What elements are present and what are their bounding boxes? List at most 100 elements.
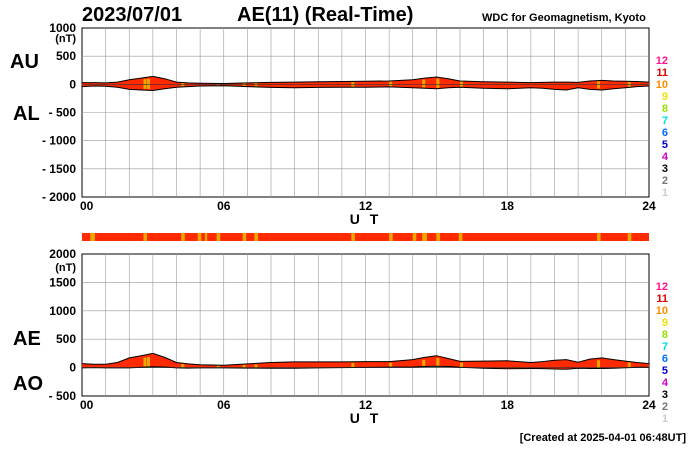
au-al-series-al-line (81, 85, 650, 92)
station-count-bar-segment (422, 233, 427, 241)
au-al-station-count-6: 6 (662, 127, 668, 139)
ae-ao-x-tick-label: 18 (501, 398, 515, 412)
ae-ao-x-tick-label: 24 (642, 398, 656, 412)
ae-ao-x-axis-label: U T (350, 410, 382, 426)
au-al-unit-label: (nT) (55, 33, 76, 45)
date-title: 2023/07/01 (82, 4, 183, 26)
au-al-x-tick-label: 24 (642, 199, 656, 213)
au-al-low-station-mark (389, 81, 393, 87)
ae-ao-y-tick-label: 0 (69, 361, 76, 375)
ae-ao-station-count-10: 10 (656, 305, 668, 317)
au-al-y-tick-label: 1000 (49, 21, 76, 35)
au-al-station-count-11: 11 (656, 67, 668, 79)
source-label: WDC for Geomagnetism, Kyoto (482, 12, 646, 24)
station-count-bar-segment (412, 233, 417, 241)
ae-ao-station-count-1: 1 (662, 413, 668, 425)
au-al-y-tick-label: - 500 (49, 106, 77, 120)
ae-ao-low-station-mark (254, 364, 258, 368)
au-al-x-tick-label: 00 (80, 199, 94, 213)
station-count-bar-segment (627, 233, 632, 241)
station-count-bar-segment (597, 233, 601, 241)
ae-ao-low-station-mark (597, 360, 601, 369)
ae-ao-y-tick-label: 500 (56, 332, 76, 346)
ae-label: AE (13, 328, 41, 350)
ae-ao-y-tick-label: 2000 (49, 247, 76, 261)
au-al-low-station-mark (436, 78, 440, 88)
ae-ao-station-count-8: 8 (662, 329, 668, 341)
au-al-area-fill (82, 76, 649, 91)
au-al-low-station-mark (143, 79, 147, 89)
station-count-bar-segment (436, 233, 440, 241)
au-al-station-count-8: 8 (662, 103, 668, 115)
ae-ao-station-count-11: 11 (656, 293, 668, 305)
ae-ao-station-count-3: 3 (662, 389, 668, 401)
au-al-station-count-5: 5 (662, 139, 668, 151)
chart-title: AE(11) (Real-Time) (237, 4, 414, 26)
ae-ao-x-tick-label: 00 (80, 398, 94, 412)
station-count-bar-segment (216, 233, 221, 241)
ae-ao-low-station-mark (181, 363, 185, 368)
au-al-station-count-4: 4 (662, 151, 669, 163)
al-label: AL (13, 103, 40, 125)
ae-ao-series-ao-line (81, 365, 649, 370)
station-count-bar-segment (458, 233, 463, 241)
au-al-x-axis-label: U T (350, 211, 382, 227)
au-al-station-count-9: 9 (662, 91, 668, 103)
au-al-series-au-line (82, 75, 650, 85)
station-count-bar-segment (351, 233, 355, 241)
au-al-y-tick-label: - 2000 (42, 190, 76, 204)
ae-ao-y-tick-label: 1500 (49, 275, 76, 289)
ae-ao-low-station-mark (146, 357, 150, 368)
ae-ao-y-tick-label: - 500 (49, 389, 77, 403)
station-count-bar-segment (181, 233, 185, 241)
ae-ao-y-tick-label: 1000 (49, 304, 76, 318)
station-count-bar-segment (90, 233, 95, 241)
au-al-station-count-3: 3 (662, 163, 668, 175)
ae-ao-x-tick-label: 06 (217, 398, 231, 412)
station-count-bar-segment (143, 233, 147, 241)
au-al-station-count-10: 10 (656, 79, 668, 91)
ae-ao-station-count-7: 7 (662, 341, 668, 353)
au-al-y-tick-label: 500 (56, 49, 76, 63)
ae-ao-low-station-mark (460, 362, 463, 368)
au-al-low-station-mark (597, 81, 601, 89)
au-al-x-tick-label: 18 (501, 199, 515, 213)
ae-ao-x-tick-label: 12 (359, 398, 373, 412)
station-count-bar-segment (242, 233, 247, 241)
ae-ao-station-count-6: 6 (662, 353, 668, 365)
station-count-bar-segment (254, 233, 259, 241)
ae-ao-series-ae-line (81, 352, 650, 366)
ae-ao-station-count-5: 5 (662, 365, 668, 377)
au-al-y-tick-label: 0 (69, 77, 76, 91)
au-al-station-count-2: 2 (662, 175, 668, 187)
ae-ao-station-count-4: 4 (662, 377, 669, 389)
station-count-bar-segment (204, 233, 208, 241)
ae-ao-low-station-mark (216, 365, 220, 368)
ae-ao-low-station-mark (351, 362, 355, 368)
ae-ao-unit-label: (nT) (55, 262, 76, 274)
ae-ao-station-count-9: 9 (662, 317, 668, 329)
ae-ao-low-station-mark (143, 357, 147, 368)
au-al-y-tick-label: - 1500 (42, 162, 76, 176)
au-al-x-tick-label: 12 (359, 199, 373, 213)
au-label: AU (10, 51, 39, 73)
au-al-station-count-1: 1 (662, 187, 668, 199)
ae-ao-low-station-mark (389, 362, 393, 368)
au-al-y-tick-label: - 1000 (42, 134, 76, 148)
au-al-low-station-mark (254, 83, 258, 87)
station-count-bar (82, 233, 649, 241)
ae-ao-low-station-mark (627, 362, 631, 368)
ae-ao-station-count-12: 12 (656, 281, 668, 293)
ae-ao-station-count-2: 2 (662, 401, 668, 413)
au-al-low-station-mark (242, 83, 246, 87)
station-count-bar-segment (197, 233, 202, 241)
ae-ao-low-station-mark (422, 359, 426, 367)
station-count-bar-segment (389, 233, 393, 241)
au-al-low-station-mark (146, 78, 150, 90)
au-al-x-tick-label: 06 (217, 199, 231, 213)
au-al-station-count-7: 7 (662, 115, 668, 127)
ao-label: AO (13, 373, 43, 395)
au-al-station-count-12: 12 (656, 55, 668, 67)
ae-ao-low-station-mark (242, 364, 246, 368)
